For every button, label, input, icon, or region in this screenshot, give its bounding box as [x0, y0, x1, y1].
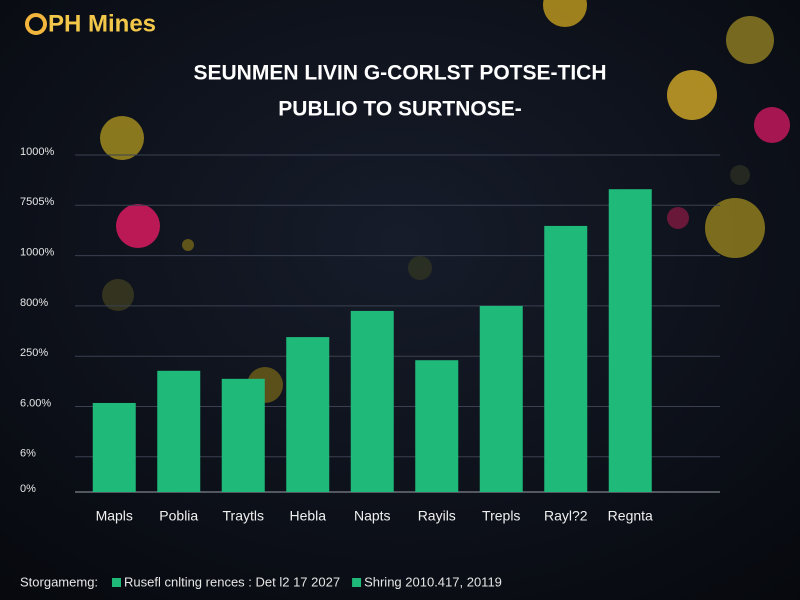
y-tick-label: 6.00%: [20, 397, 51, 409]
legend-title: Storgamemg:: [20, 574, 98, 589]
legend-swatch: [112, 578, 121, 587]
chart-title: SEUNMEN LIVIN G-CORLST POTSE-TICH: [193, 62, 606, 85]
x-tick-label: Regnta: [608, 508, 653, 524]
bar: [415, 360, 459, 492]
decor-coins: [100, 0, 790, 403]
x-tick-label: Poblia: [159, 508, 198, 524]
y-tick-label: 1000%: [20, 247, 54, 259]
bar: [221, 378, 265, 492]
legend-label: Shring 2010.417, 20119: [364, 574, 502, 589]
y-tick-label: 800%: [20, 297, 48, 309]
x-tick-label: Mapls: [96, 508, 133, 524]
y-tick-label: 7505%: [20, 196, 54, 208]
x-tick-label: Trepls: [482, 508, 520, 524]
bar: [608, 189, 652, 492]
legend-swatch: [352, 578, 362, 587]
x-tick-label: Traytls: [223, 508, 264, 524]
y-tick-label: 1000%: [20, 146, 54, 158]
bar: [92, 402, 136, 492]
bar: [479, 305, 523, 492]
bar: [544, 225, 588, 492]
y-tick-label: 250%: [20, 347, 48, 359]
bar: [157, 370, 201, 492]
bar: [350, 310, 394, 492]
chart-title: PUBLIO TO SURTNOSE-: [278, 98, 521, 121]
bar: [286, 337, 330, 492]
logo: PH Mines: [48, 10, 156, 37]
y-tick-label: 6%: [20, 448, 36, 460]
x-tick-label: Napts: [354, 508, 391, 524]
logo-icon: [25, 13, 47, 35]
legend-label: Rusefl cnlting rences : Det l2 17 2027: [124, 574, 340, 589]
x-tick-label: Rayils: [418, 508, 456, 524]
x-tick-label: Hebla: [289, 508, 326, 524]
y-tick-label: 0%: [20, 483, 36, 495]
x-tick-label: Rayl?2: [544, 508, 588, 524]
